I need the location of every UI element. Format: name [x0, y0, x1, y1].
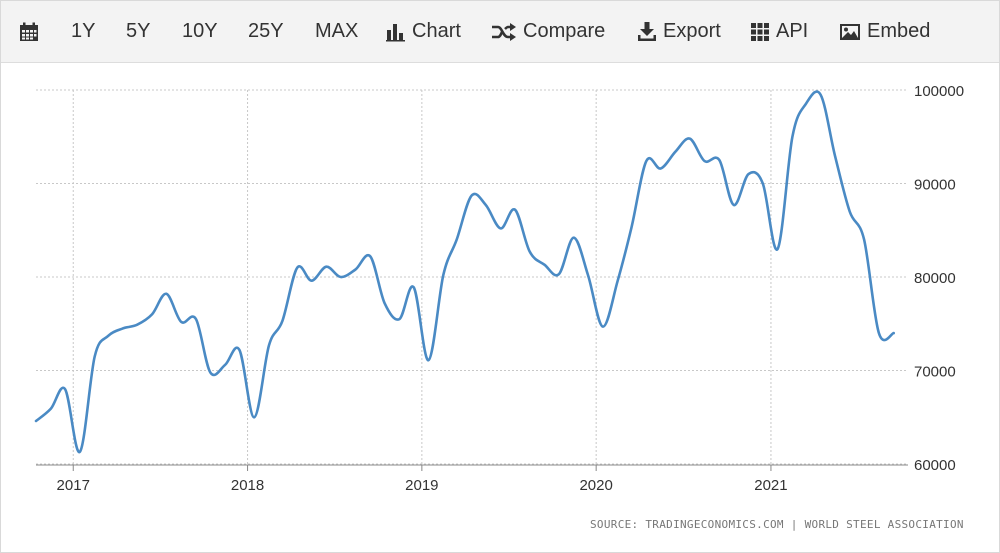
x-tick-label: 2020 [579, 477, 612, 494]
range-25y-label: 25Y [248, 20, 284, 42]
range-max-label: MAX [315, 20, 359, 42]
range-10y-label: 10Y [182, 20, 218, 42]
y-axis-ticks: 60000 70000 80000 90000 100000 [914, 83, 964, 474]
range-5y-button[interactable]: 5Y [126, 1, 150, 62]
y-tick-label: 70000 [914, 364, 956, 381]
x-tick-label: 2021 [754, 477, 787, 494]
series-layer [34, 90, 895, 454]
embed-button[interactable]: Embed [839, 1, 930, 62]
api-label: API [776, 20, 809, 42]
chart-type-button[interactable]: Chart [386, 1, 461, 62]
range-10y-button[interactable]: 10Y [182, 1, 218, 62]
bar-chart-icon [386, 22, 406, 42]
source-note: SOURCE: TRADINGECONOMICS.COM | WORLD STE… [590, 518, 964, 531]
range-max-button[interactable]: MAX [315, 1, 358, 62]
y-tick-label: 80000 [914, 270, 956, 287]
api-button[interactable]: API [750, 1, 808, 62]
image-icon [839, 22, 861, 42]
range-5y-label: 5Y [126, 20, 151, 42]
compare-button[interactable]: Compare [491, 1, 605, 62]
calendar-icon [19, 22, 39, 42]
chart-toolbar: 1Y 5Y 10Y 25Y MAX Chart Compare Export [1, 1, 999, 63]
y-tick-label: 90000 [914, 177, 956, 194]
export-button[interactable]: Export [637, 1, 721, 62]
download-icon [637, 21, 657, 42]
compare-label: Compare [523, 20, 606, 42]
grid-icon [750, 22, 770, 42]
x-tick-label: 2018 [231, 477, 264, 494]
chart-type-label: Chart [412, 20, 461, 42]
export-label: Export [663, 20, 721, 42]
x-axis-ticks: 2017 2018 2019 2020 2021 [57, 477, 788, 494]
calendar-button[interactable] [19, 1, 45, 62]
y-tick-label: 60000 [914, 457, 956, 474]
y-tick-label: 100000 [914, 83, 964, 100]
x-tick-label: 2017 [57, 477, 90, 494]
shuffle-icon [491, 22, 517, 42]
range-25y-button[interactable]: 25Y [248, 1, 284, 62]
range-1y-label: 1Y [71, 20, 96, 42]
series-line [34, 90, 895, 454]
range-1y-button[interactable]: 1Y [71, 1, 95, 62]
grid-lines [36, 89, 908, 471]
x-tick-label: 2019 [405, 477, 438, 494]
embed-label: Embed [867, 20, 931, 42]
